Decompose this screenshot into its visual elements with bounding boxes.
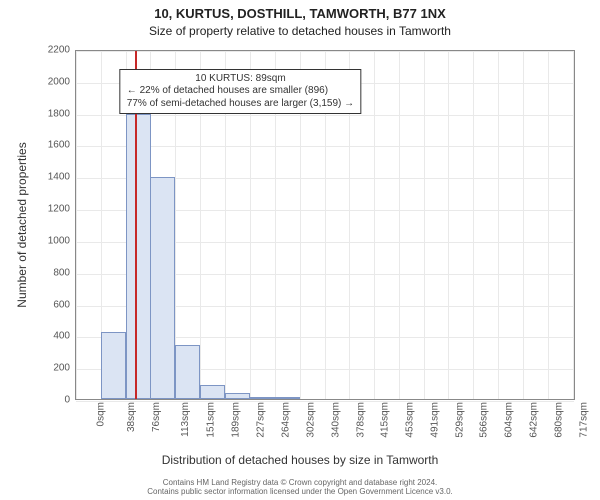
x-tick-label: 453sqm (405, 402, 416, 438)
y-tick-label: 200 (30, 363, 70, 374)
x-tick-label: 151sqm (206, 402, 217, 438)
footer-line2: Contains public sector information licen… (0, 487, 600, 497)
x-tick-label: 189sqm (231, 402, 242, 438)
y-tick-label: 2200 (30, 45, 70, 56)
chart-frame: 10, KURTUS, DOSTHILL, TAMWORTH, B77 1NX … (0, 0, 600, 500)
chart-footer: Contains HM Land Registry data © Crown c… (0, 478, 600, 497)
x-tick-label: 38sqm (126, 402, 137, 432)
y-tick-label: 1000 (30, 235, 70, 246)
x-tick-label: 340sqm (330, 402, 341, 438)
y-tick-label: 1600 (30, 140, 70, 151)
x-tick-label: 566sqm (479, 402, 490, 438)
x-tick-label: 717sqm (578, 402, 589, 438)
x-tick-label: 642sqm (529, 402, 540, 438)
x-tick-label: 302sqm (305, 402, 316, 438)
x-tick-label: 0sqm (95, 402, 106, 426)
x-tick-label: 491sqm (430, 402, 441, 438)
histogram-bar (150, 177, 175, 399)
y-tick-label: 2000 (30, 76, 70, 87)
histogram-bar (101, 332, 126, 399)
x-tick-label: 378sqm (355, 402, 366, 438)
x-tick-label: 264sqm (280, 402, 291, 438)
x-axis-label: Distribution of detached houses by size … (0, 453, 600, 467)
y-tick-label: 800 (30, 267, 70, 278)
histogram-bar (275, 397, 300, 399)
histogram-bar (126, 114, 151, 399)
y-tick-label: 400 (30, 331, 70, 342)
y-axis-label: Number of detached properties (15, 142, 29, 307)
x-tick-label: 415sqm (380, 402, 391, 438)
chart-title: 10, KURTUS, DOSTHILL, TAMWORTH, B77 1NX (0, 6, 600, 21)
x-tick-label: 680sqm (554, 402, 565, 438)
histogram-bar (175, 345, 200, 399)
x-tick-label: 76sqm (151, 402, 162, 432)
annotation-box: 10 KURTUS: 89sqm ← 22% of detached house… (120, 69, 361, 115)
x-tick-label: 113sqm (180, 402, 191, 437)
footer-line1: Contains HM Land Registry data © Crown c… (0, 478, 600, 488)
y-tick-label: 1800 (30, 108, 70, 119)
y-tick-label: 600 (30, 299, 70, 310)
x-tick-label: 529sqm (455, 402, 466, 438)
histogram-bar (225, 393, 250, 399)
histogram-bar (250, 397, 275, 399)
plot-area: 10 KURTUS: 89sqm ← 22% of detached house… (75, 50, 575, 400)
y-tick-label: 0 (30, 395, 70, 406)
chart-subtitle: Size of property relative to detached ho… (0, 24, 600, 38)
x-tick-label: 227sqm (256, 402, 267, 438)
x-tick-label: 604sqm (504, 402, 515, 438)
y-tick-label: 1200 (30, 204, 70, 215)
annotation-line3: 77% of semi-detached houses are larger (… (127, 98, 354, 111)
y-tick-label: 1400 (30, 172, 70, 183)
annotation-line1: 10 KURTUS: 89sqm (127, 73, 354, 86)
histogram-bar (200, 385, 225, 399)
annotation-line2: ← 22% of detached houses are smaller (89… (127, 85, 354, 98)
